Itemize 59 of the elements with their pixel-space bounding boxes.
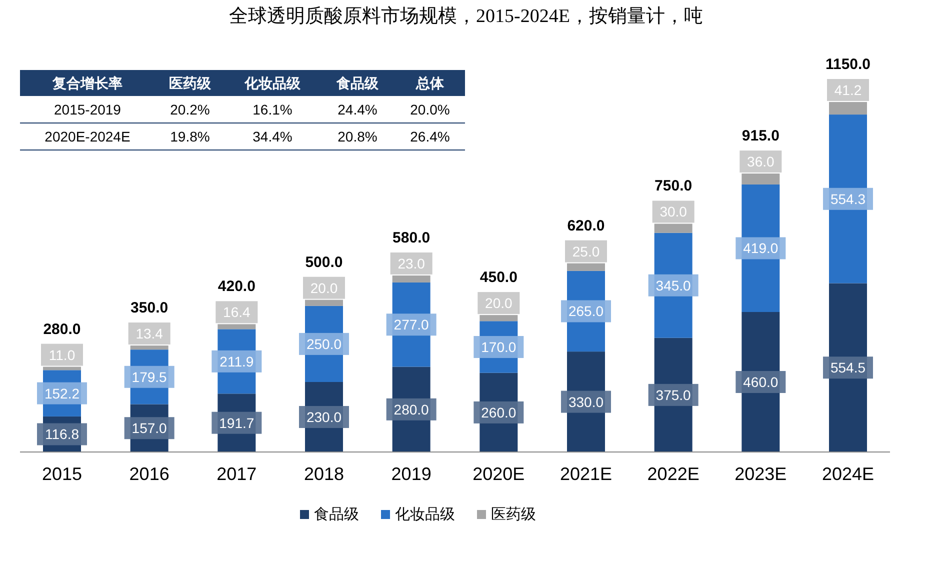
annotation: 2020E-2024E — [44, 128, 130, 144]
data-label: 250.0 — [306, 336, 342, 352]
total-label: 280.0 — [43, 320, 81, 338]
total-label: 915.0 — [742, 128, 780, 145]
data-label: 419.0 — [743, 240, 778, 256]
total-label: 1150.0 — [825, 56, 871, 73]
text: 总体 — [416, 75, 444, 91]
x-tick-label: 2022E — [647, 464, 700, 484]
x-tick-label: 2024E — [822, 464, 874, 484]
data-label: 260.0 — [481, 404, 516, 420]
text: 复合增长率 — [52, 75, 122, 91]
total-label: 500.0 — [305, 254, 343, 271]
data-label: 152.2 — [44, 385, 80, 402]
total-label: 580.0 — [392, 229, 430, 246]
total-label: 420.0 — [218, 278, 256, 296]
x-tick-label: 2021E — [560, 464, 612, 484]
data-label: 345.0 — [656, 277, 692, 294]
legend-label: 食品级 — [314, 506, 359, 523]
annotation: 2015-2019 — [54, 102, 122, 118]
annotation: 34.4% — [252, 128, 292, 144]
data-label: 330.0 — [568, 394, 604, 410]
annotation: 20.2% — [170, 102, 210, 118]
x-tick-label: 2018 — [304, 464, 344, 484]
data-label: 554.5 — [830, 360, 866, 376]
x-tick-label: 2016 — [129, 464, 170, 484]
total-label: 450.0 — [480, 269, 518, 286]
total-label: 750.0 — [654, 178, 692, 195]
data-label: 116.8 — [45, 426, 80, 442]
total-label: 350.0 — [130, 300, 168, 317]
data-label: 375.0 — [656, 386, 692, 403]
annotation: 20.8% — [338, 128, 378, 144]
text: 化妆品级 — [244, 75, 300, 91]
annotation: 26.4% — [410, 128, 450, 144]
title: 全球透明质酸原料市场规模，2015-2024E，按销量计，吨 — [229, 6, 703, 27]
data-label: 179.5 — [132, 368, 168, 385]
x-tick-label: 2019 — [391, 464, 432, 484]
data-label: 230.0 — [306, 409, 342, 425]
data-label: 265.0 — [568, 303, 604, 320]
data-label: 157.0 — [132, 420, 168, 436]
x-tick-label: 2017 — [216, 464, 257, 484]
data-label: 277.0 — [394, 316, 430, 333]
x-tick-label: 2023E — [734, 464, 787, 484]
annotation: 19.8% — [170, 128, 210, 144]
text: 食品级 — [336, 75, 378, 91]
data-label: 554.3 — [830, 190, 866, 207]
data-label: 280.0 — [394, 401, 430, 418]
data-label: 211.9 — [220, 353, 254, 370]
data-label: 191.7 — [219, 414, 254, 431]
annotation: 16.1% — [252, 102, 292, 118]
text: 医药级 — [169, 75, 211, 91]
legend-label: 医药级 — [491, 506, 536, 523]
annotation: 20.0% — [410, 102, 450, 118]
total-label: 620.0 — [567, 217, 605, 234]
data-label: 460.0 — [743, 374, 778, 390]
legend-label: 化妆品级 — [395, 506, 455, 523]
annotation: 24.4% — [338, 102, 378, 118]
x-tick-label: 2015 — [42, 464, 82, 484]
x-tick-label: 2020E — [472, 464, 525, 484]
data-label: 170.0 — [481, 339, 516, 355]
